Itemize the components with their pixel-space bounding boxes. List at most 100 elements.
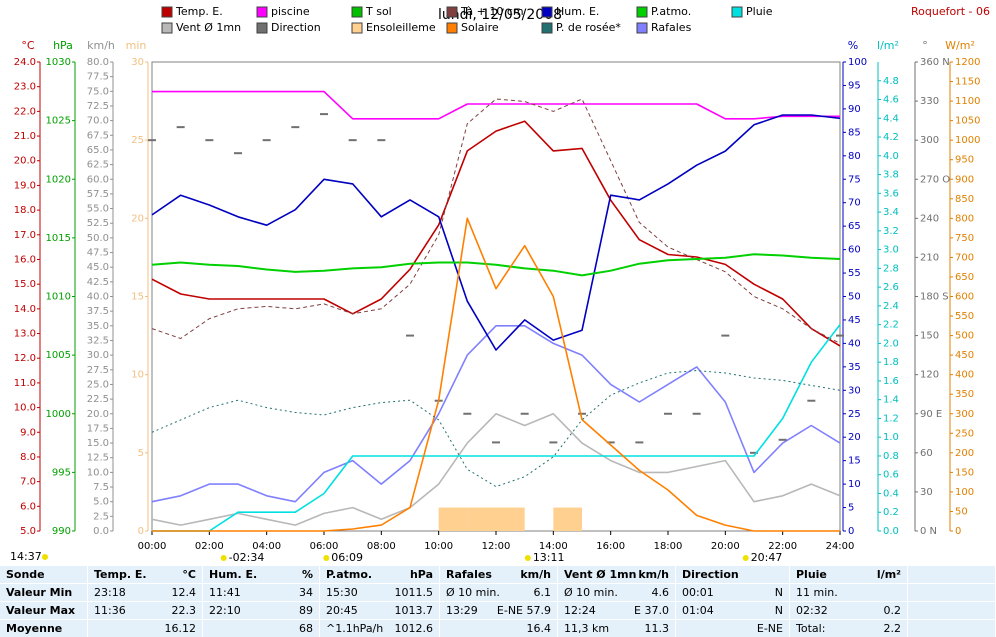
table-cell xyxy=(0,602,87,619)
y-tick-label: 55.0 xyxy=(87,204,109,215)
y-tick-label: 1.2 xyxy=(883,413,899,424)
table-text: P.atmo. xyxy=(326,568,372,581)
y-tick-label: 995 xyxy=(52,467,71,478)
y-tick-label: 100 xyxy=(848,57,867,68)
y-tick-label: 32.5 xyxy=(87,335,109,346)
y-tick-label: 50 xyxy=(955,506,968,517)
y-tick-label: 240 xyxy=(920,213,939,224)
y-tick-label: 900 xyxy=(955,174,974,185)
y-tick-label: 350 xyxy=(955,389,974,400)
legend-swatch xyxy=(731,6,743,18)
legend-label: P. de rosée* xyxy=(556,21,621,34)
y-tick-label: 55 xyxy=(848,268,861,279)
table-text: 11.3 xyxy=(645,622,670,635)
y-tick-label: 10.0 xyxy=(87,467,109,478)
table-text: 16.12 xyxy=(165,622,197,635)
y-tick-label: 2.0 xyxy=(883,338,899,349)
table-text: 1011.5 xyxy=(395,586,434,599)
table-cell xyxy=(440,584,557,601)
y-tick-label: 3.2 xyxy=(883,226,899,237)
table-cell xyxy=(0,566,87,583)
table-cell xyxy=(320,602,439,619)
sunshine-bar xyxy=(553,507,582,531)
daylength: 14:37 xyxy=(10,550,42,563)
y-tick-label: 150 xyxy=(955,467,974,478)
table-text: % xyxy=(302,568,313,581)
y-tick-label: 30 xyxy=(131,57,144,68)
y-tick-label: 50.0 xyxy=(87,233,109,244)
legend-swatch xyxy=(351,6,363,18)
x-tick-label: 00:00 xyxy=(138,541,167,552)
y-tick-label: 1.0 xyxy=(883,432,899,443)
x-tick-label: 18:00 xyxy=(654,541,683,552)
y-tick-label: 4.2 xyxy=(883,132,899,143)
x-tick-label: 16:00 xyxy=(596,541,625,552)
y-tick-label: 4.0 xyxy=(883,151,899,162)
legend-label: Pluie xyxy=(746,5,773,18)
y-tick-label: 27.5 xyxy=(87,365,109,376)
table-text: 11 min. xyxy=(796,586,838,599)
table-text: 89 xyxy=(299,604,313,617)
y-tick-label: 22.0 xyxy=(14,106,36,117)
series-line xyxy=(151,325,841,503)
y-tick-label: 90 xyxy=(848,104,861,115)
y-tick-label: 700 xyxy=(955,252,974,263)
y-tick-label: 4.4 xyxy=(883,113,899,124)
y-tick-label: 3.8 xyxy=(883,170,899,181)
y-tick-label: 65 xyxy=(848,221,861,232)
sun-event-label: 13:11 xyxy=(533,551,565,564)
table-text: 16.4 xyxy=(527,622,552,635)
y-tick-label: 17.0 xyxy=(14,230,36,241)
y-tick-label: 300 xyxy=(955,409,974,420)
y-tick-label: 1200 xyxy=(955,57,980,68)
y-tick-label: 6.0 xyxy=(20,501,36,512)
table-text: 22.3 xyxy=(172,604,197,617)
table-text: E-NE xyxy=(757,622,783,635)
y-tick-label: 1025 xyxy=(46,116,71,127)
table-text: Valeur Min xyxy=(6,586,72,599)
y-tick-label: 17.5 xyxy=(87,423,109,434)
table-cell xyxy=(203,620,319,637)
legend-label: piscine xyxy=(271,5,310,18)
y-tick-label: 200 xyxy=(955,448,974,459)
table-text: 4.6 xyxy=(652,586,670,599)
y-tick-label: 80 xyxy=(848,151,861,162)
y-tick-label: 65.0 xyxy=(87,145,109,156)
y-tick-label: 45.0 xyxy=(87,262,109,273)
y-tick-label: 24.0 xyxy=(14,57,36,68)
table-text: Vent Ø 1mn xyxy=(564,568,636,581)
table-cell xyxy=(558,602,675,619)
y-tick-label: 0.0 xyxy=(93,526,109,537)
y-tick-label: 850 xyxy=(955,194,974,205)
sun-event-icon xyxy=(524,555,531,561)
table-cell xyxy=(88,620,202,637)
table-cell xyxy=(440,602,557,619)
series-line xyxy=(152,217,840,532)
y-tick-label: 57.5 xyxy=(87,189,109,200)
table-cell xyxy=(558,566,675,583)
series-line xyxy=(151,120,841,347)
table-text: Temp. E. xyxy=(94,568,147,581)
legend-swatch xyxy=(446,6,458,18)
table-text: E-NE 57.9 xyxy=(497,604,551,617)
table-cell xyxy=(790,584,907,601)
y-tick-label: 7.0 xyxy=(20,477,36,488)
y-tick-label: 85 xyxy=(848,127,861,138)
y-tick-label: 5.0 xyxy=(93,497,109,508)
plot-area xyxy=(151,61,841,532)
y-tick-label: 70.0 xyxy=(87,116,109,127)
table-cell xyxy=(440,566,557,583)
y-tick-label: 1.4 xyxy=(883,395,899,406)
y-tick-label: 270 O xyxy=(920,174,950,185)
x-tick-label: 22:00 xyxy=(768,541,797,552)
table-cell xyxy=(88,566,202,583)
table-text: Direction xyxy=(682,568,739,581)
y-tick-label: 5 xyxy=(848,503,854,514)
table-text: Moyenne xyxy=(6,622,62,635)
y-tick-label: 75 xyxy=(848,174,861,185)
table-cell xyxy=(88,584,202,601)
y-tick-label: 800 xyxy=(955,213,974,224)
table-cell xyxy=(908,602,995,619)
table-text: N xyxy=(775,604,783,617)
table: Sonde Temp. E. °C Hum. E.% P.atmo. hPa Rafales… xyxy=(0,566,995,637)
